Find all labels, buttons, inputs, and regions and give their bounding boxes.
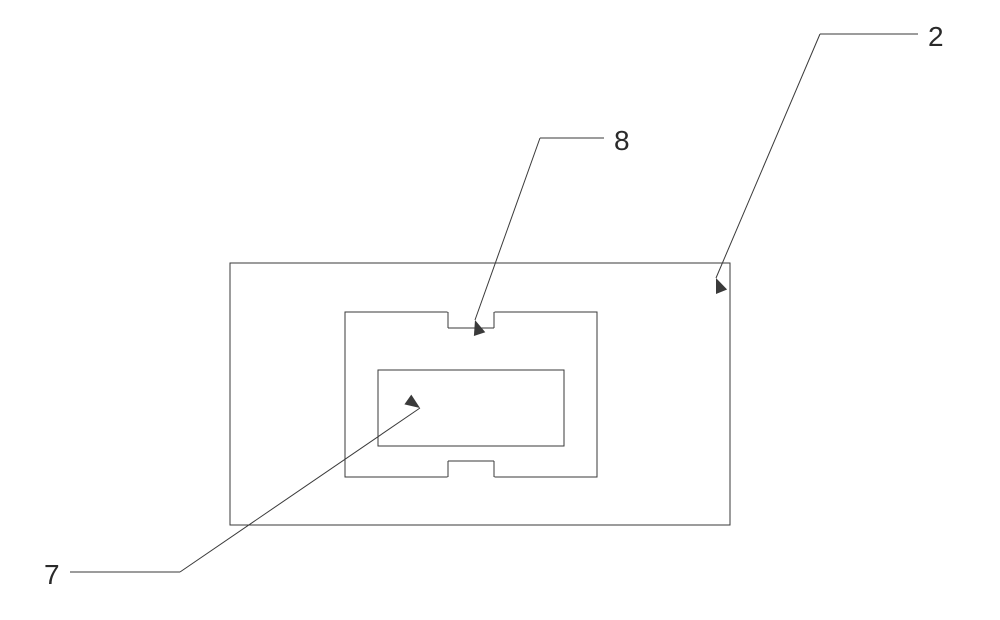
diagram-canvas: 2 8 7 [0, 0, 1000, 620]
callout-label-7: 7 [44, 559, 60, 590]
callout-label-8: 8 [614, 125, 630, 156]
callout-label-2: 2 [928, 21, 944, 52]
inner-rect [378, 370, 564, 446]
